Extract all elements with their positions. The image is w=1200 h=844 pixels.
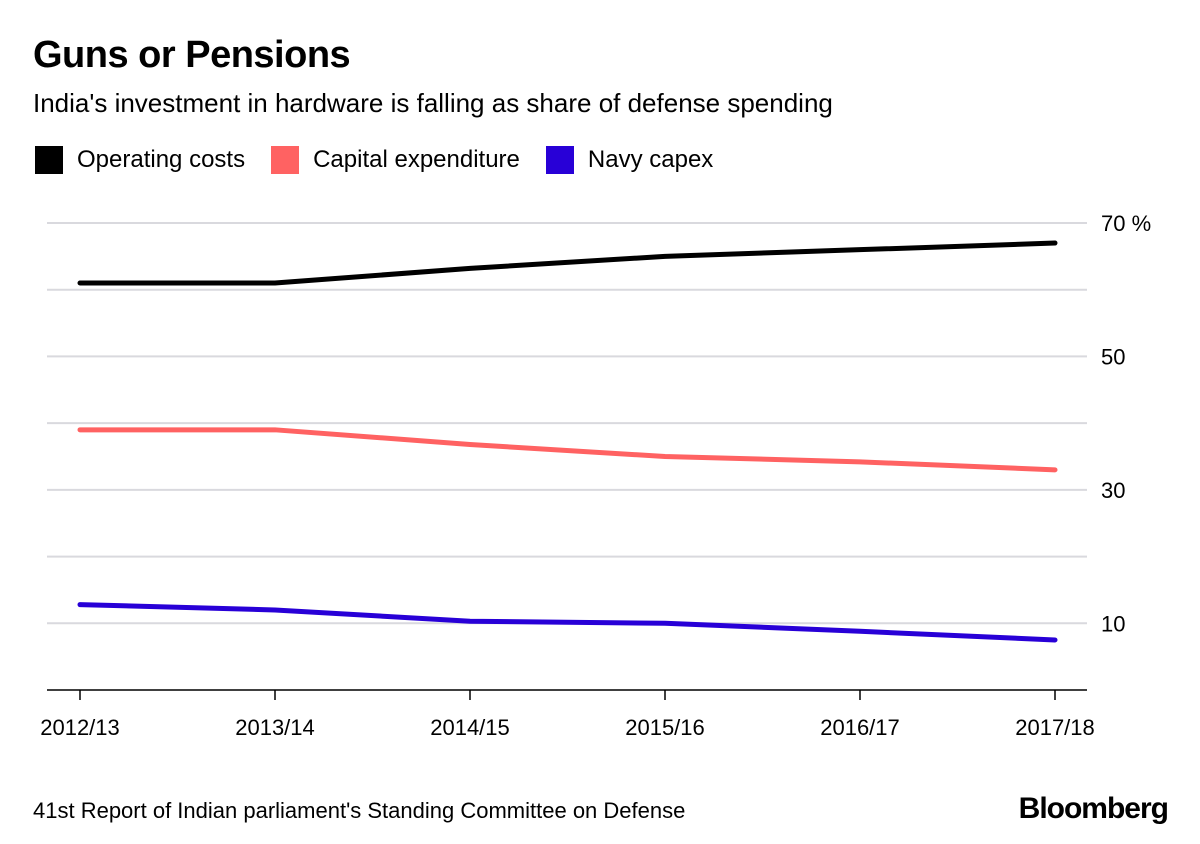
y-tick-label-10: 10 <box>1101 611 1125 636</box>
series-line-capital-expenditure <box>77 427 1058 473</box>
legend-swatch-operating-costs <box>35 146 63 174</box>
legend-swatch-capital-expenditure <box>271 146 300 174</box>
legend-label-capital-expenditure: Capital expenditure <box>313 146 520 173</box>
legend-item-navy-capex: Navy capex <box>545 146 714 174</box>
legend: Operating costs Capital expenditure Navy… <box>35 146 739 174</box>
legend-item-capital-expenditure: Capital expenditure <box>271 146 520 174</box>
source-note: 41st Report of Indian parliament's Stand… <box>33 798 686 823</box>
chart-subtitle: India's investment in hardware is fallin… <box>33 88 833 118</box>
y-tick-label-50: 50 <box>1101 344 1125 369</box>
legend-label-operating-costs: Operating costs <box>77 146 246 173</box>
legend-item-operating-costs: Operating costs <box>35 146 245 174</box>
x-tick-label-2017/18: 2017/18 <box>1015 715 1095 740</box>
legend-label-navy-capex: Navy capex <box>587 146 714 173</box>
series-line-navy-capex <box>77 602 1058 643</box>
x-tick-label-2014/15: 2014/15 <box>430 715 510 740</box>
series-line-operating-costs <box>77 240 1058 286</box>
chart-title: Guns or Pensions <box>33 34 351 76</box>
bloomberg-logo: Bloomberg <box>1018 792 1169 825</box>
x-tick-label-2013/14: 2013/14 <box>235 715 315 740</box>
x-tick-label-2016/17: 2016/17 <box>820 715 900 740</box>
y-tick-label-70: 70 % <box>1101 211 1151 236</box>
x-tick-label-2015/16: 2015/16 <box>625 715 705 740</box>
y-tick-label-30: 30 <box>1101 478 1125 503</box>
legend-swatch-navy-capex <box>545 146 574 174</box>
x-tick-label-2012/13: 2012/13 <box>40 715 120 740</box>
